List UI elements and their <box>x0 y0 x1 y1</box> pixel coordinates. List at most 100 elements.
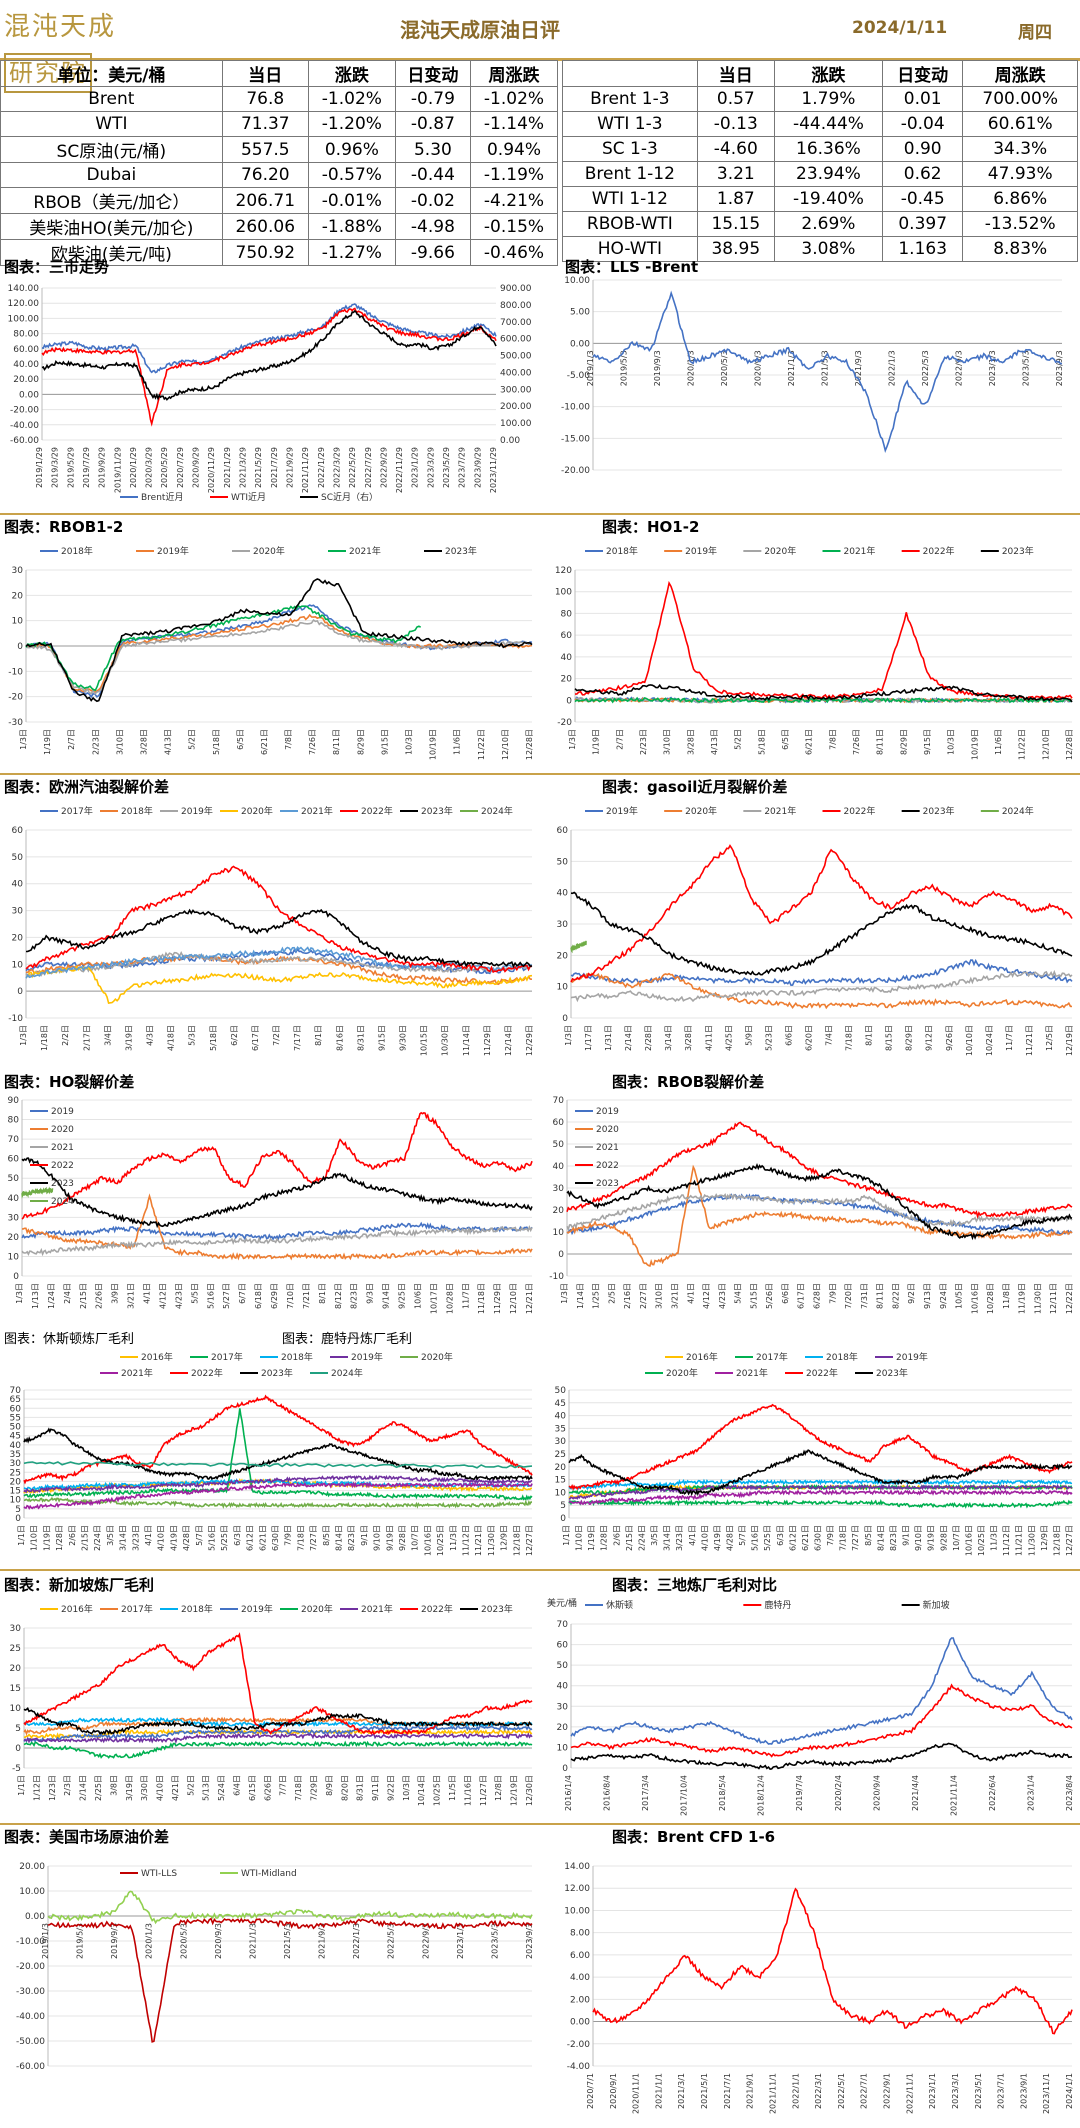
series-line <box>574 580 1073 701</box>
x-tick-label: 8/29日 <box>899 729 908 755</box>
legend-label: 2023年 <box>923 805 955 817</box>
y-tick-label: 50 <box>8 1174 20 1184</box>
legend-label: 2024年 <box>331 1367 363 1379</box>
x-tick-label: 2022/6/4 <box>988 1775 997 1811</box>
x-tick-label: 8/29日 <box>905 1025 914 1051</box>
chart-rbob-crack: -10 0 10 20 30 40 50 60 70 1/3日 1/14日 1/25日 2/5日 2/16… <box>549 1096 1074 1314</box>
y-tick-label: 55 <box>10 1413 21 1423</box>
legend-label: 2022年 <box>191 1367 223 1379</box>
y-tick-label: 60 <box>561 631 573 641</box>
x-tick-label: 1/3日 <box>568 729 577 750</box>
legend-label: 2021 <box>596 1143 619 1153</box>
x-tick-label: 2/6日 <box>612 1525 621 1546</box>
x-tick-label: 2/7日 <box>67 729 76 750</box>
x-tick-label: 2019/5/3 <box>620 350 629 386</box>
series-line <box>23 1461 533 1469</box>
x-tick-label: 8/16日 <box>335 1025 344 1051</box>
table-cell: 0.94% <box>469 136 559 163</box>
x-tick-label: 6/6日 <box>784 1025 793 1046</box>
x-tick-label: 2022/5/3 <box>387 1923 396 1959</box>
series-line <box>47 1890 533 1925</box>
y-tick-label: 10 <box>10 1704 22 1714</box>
x-tick-label: 6/18日 <box>254 1283 263 1309</box>
x-tick-label: 2023/9/3 <box>525 1923 534 1959</box>
chart-ho-crack: 0 10 20 30 40 50 60 70 80 90 1/3日 1/13日 1/24日 2/4日 2/1… <box>8 1096 534 1314</box>
table-cell: 0.62 <box>881 161 964 187</box>
x-tick-label: 2023/5/29 <box>442 447 451 488</box>
chart-title: 图表：鹿特丹炼厂毛利 <box>282 1332 413 1347</box>
series-line <box>568 1403 1073 1491</box>
x-tick-label: 5/18日 <box>212 729 221 755</box>
table-cell: -0.15% <box>469 213 559 240</box>
x-tick-label: 2/15日 <box>79 1283 88 1309</box>
table-cell: -1.88% <box>307 213 396 240</box>
chart-title: 图表：Brent CFD 1-6 <box>612 1828 776 1846</box>
series-line <box>23 1740 533 1759</box>
x-tick-label: 2/26日 <box>95 1283 104 1309</box>
x-tick-label: 2022/9/1 <box>883 2073 892 2109</box>
x-tick-label: 4/11日 <box>704 1025 713 1051</box>
y-tick-label: 0.00 <box>19 390 39 400</box>
x-tick-label: 1/14日 <box>576 1283 585 1309</box>
table-cell: 76.20 <box>221 162 309 188</box>
x-tick-label: 7/17日 <box>293 1025 302 1051</box>
y2-tick-label: 400.00 <box>500 368 532 378</box>
legend-label: 2023 <box>596 1179 619 1189</box>
x-tick-label: 2021/5/3 <box>283 1923 292 1959</box>
x-tick-label: 2019/9/3 <box>653 350 662 386</box>
legend-label: 2016年 <box>141 1351 173 1363</box>
y-tick-label: 65 <box>10 1395 21 1405</box>
x-tick-label: 2021/1/29 <box>223 447 232 488</box>
table-cell: 750.92 <box>221 239 309 266</box>
x-tick-label: 9/30日 <box>399 1025 408 1051</box>
legend-label: 2020年 <box>241 805 273 817</box>
x-tick-label: 9/26日 <box>945 1025 954 1051</box>
x-tick-label: 3/21日 <box>670 1283 679 1309</box>
x-tick-label: 10/28日 <box>445 1283 454 1314</box>
y-tick-label: 90 <box>8 1096 20 1106</box>
y-tick-label: 0 <box>13 1272 19 1282</box>
table-cell: 0.90 <box>881 136 964 162</box>
x-tick-label: 7/2日 <box>272 1025 281 1046</box>
legend-label: 2020年 <box>764 545 796 557</box>
table-cell: -0.13 <box>696 111 775 137</box>
x-tick-label: 4/1日 <box>688 1525 697 1546</box>
y-unit-label: 美元/桶 <box>547 1597 577 1609</box>
table-cell: -1.20% <box>307 111 396 137</box>
x-tick-label: 2/14日 <box>624 1025 633 1051</box>
chart-ho-1-2: -20 0 20 40 60 80 100 120 1/3日 1/19日 2/7日 2/23日 3/10… <box>555 545 1074 760</box>
x-tick-label: 9/28日 <box>398 1525 407 1551</box>
table-cell: HO-WTI <box>562 236 698 262</box>
x-tick-label: 9/25日 <box>398 1283 407 1309</box>
x-tick-label: 11/8日 <box>1002 1283 1011 1309</box>
series-line <box>23 1632 533 1736</box>
legend-label: 2017年 <box>756 1351 788 1363</box>
legend-label: 2020 <box>596 1125 619 1135</box>
x-tick-label: 7/20日 <box>844 1283 853 1309</box>
report-weekday: 周四 <box>1018 23 1052 43</box>
x-tick-label: 2023/9/3 <box>1055 350 1064 386</box>
y-tick-label: -30.00 <box>16 1987 45 1997</box>
x-tick-label: 1/1日 <box>562 1525 571 1546</box>
x-tick-label: 6/6日 <box>781 1283 790 1304</box>
y-tick-label: 20 <box>10 1477 22 1487</box>
x-tick-label: 2020/11/1 <box>632 2073 641 2114</box>
x-tick-label: 8/31日 <box>356 1025 365 1051</box>
legend-label: 2023年 <box>445 545 477 557</box>
x-tick-label: 6/12日 <box>246 1525 255 1551</box>
table-cell: 8.83% <box>962 236 1078 262</box>
x-tick-label: 10/25日 <box>436 1525 445 1556</box>
x-tick-label: 2022/3/29 <box>332 447 341 488</box>
table-header: 涨跌 <box>307 60 396 87</box>
x-tick-label: 9/2日 <box>907 1283 916 1304</box>
y-tick-label: 70 <box>10 1386 22 1396</box>
table-cell: 76.8 <box>221 86 309 112</box>
series-line <box>23 1707 533 1736</box>
legend-label: 2023 <box>51 1179 74 1189</box>
table-cell: WTI 1-12 <box>562 186 698 212</box>
x-tick-label: 12/28日 <box>525 729 534 760</box>
x-tick-label: 9/19日 <box>927 1525 936 1551</box>
legend-label: 2024 <box>51 1197 74 1207</box>
x-tick-label: 6/30日 <box>271 1525 280 1551</box>
y-tick-label: 0.00 <box>570 2018 590 2028</box>
